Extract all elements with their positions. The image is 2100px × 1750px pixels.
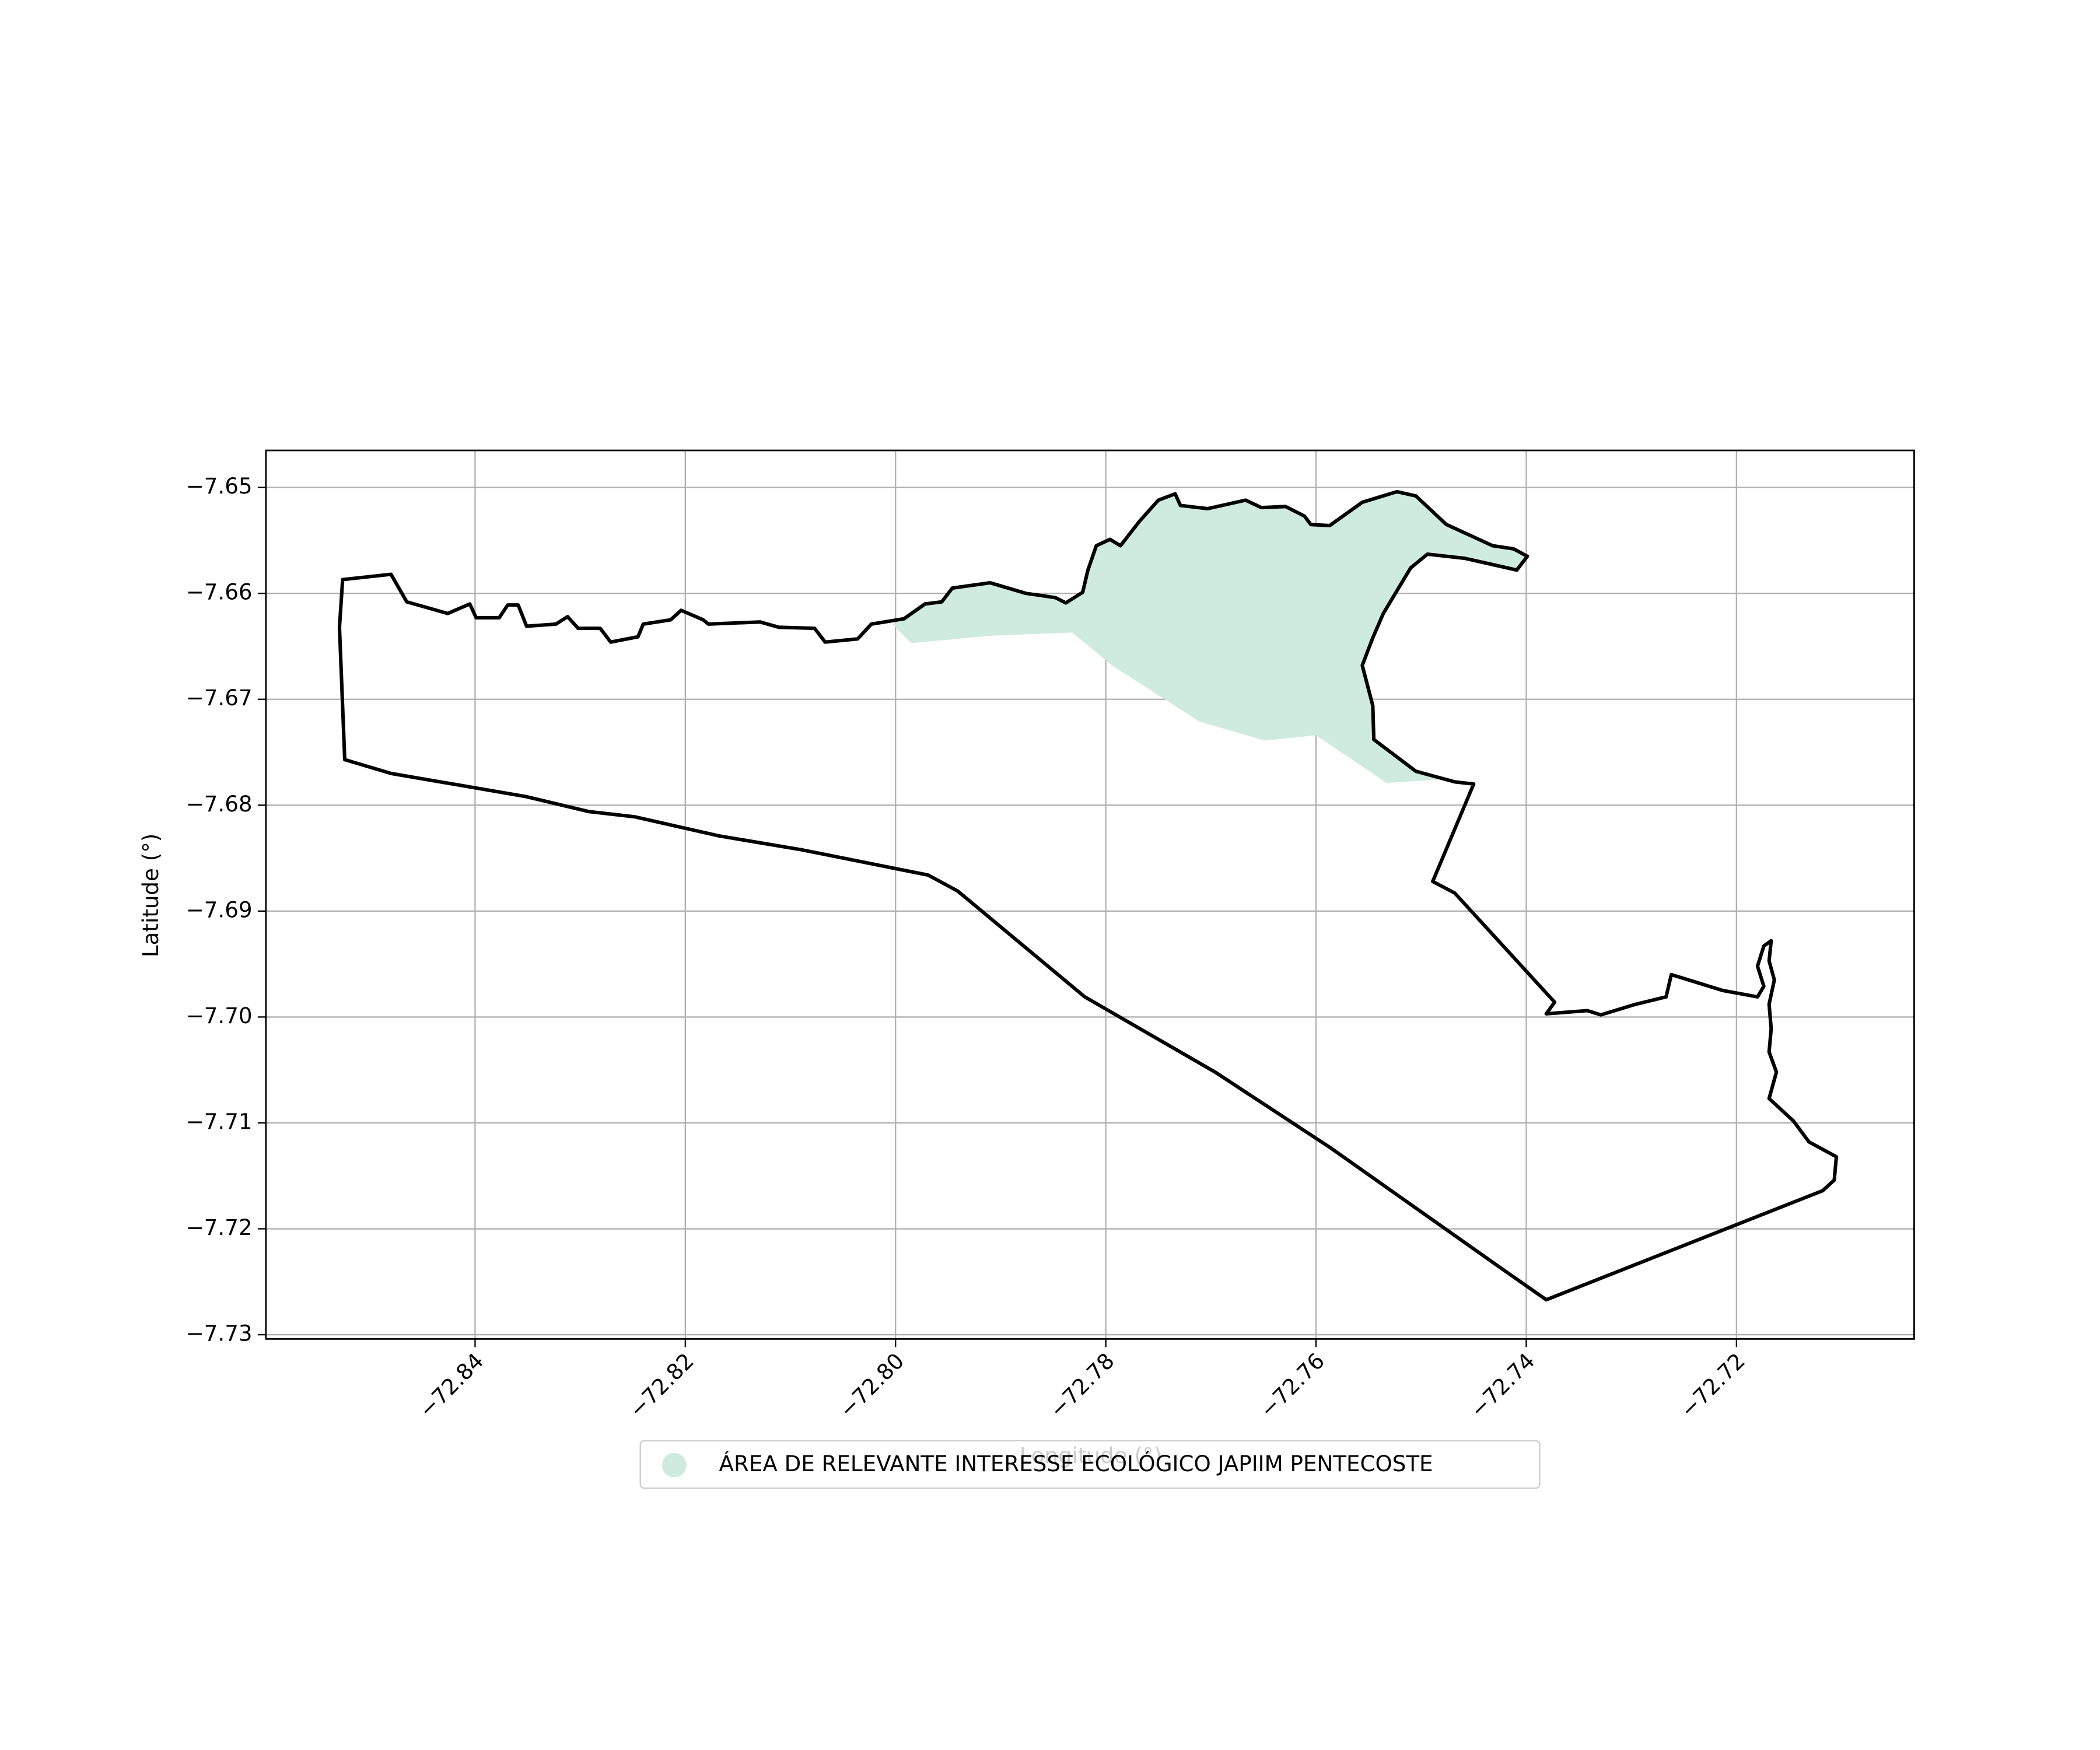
axes-frame (265, 449, 1915, 1340)
legend-label: ÁREA DE RELEVANTE INTERESSE ECOLÓGICO JA… (719, 1451, 1433, 1476)
legend-box (639, 1440, 1541, 1489)
y-axis-label: Latitude (°) (138, 834, 163, 958)
legend: ÁREA DE RELEVANTE INTERESSE ECOLÓGICO JA… (639, 1440, 1541, 1489)
y-tick-label: −7.67 (186, 685, 253, 710)
y-tick-label: −7.65 (186, 473, 253, 499)
legend-marker (662, 1452, 687, 1478)
y-tick-label: −7.70 (186, 1003, 253, 1028)
features (337, 489, 1839, 1302)
y-tick-label: −7.68 (186, 791, 253, 817)
boundary-outline (337, 489, 1839, 1302)
area-polygon (892, 491, 1528, 783)
y-tick-label: −7.73 (186, 1321, 253, 1346)
y-tick-label: −7.66 (186, 579, 253, 605)
y-tick-label: −7.71 (186, 1108, 253, 1134)
grid (265, 450, 1915, 1339)
y-tick-label: −7.72 (186, 1214, 253, 1240)
y-tick-label: −7.69 (186, 897, 253, 922)
